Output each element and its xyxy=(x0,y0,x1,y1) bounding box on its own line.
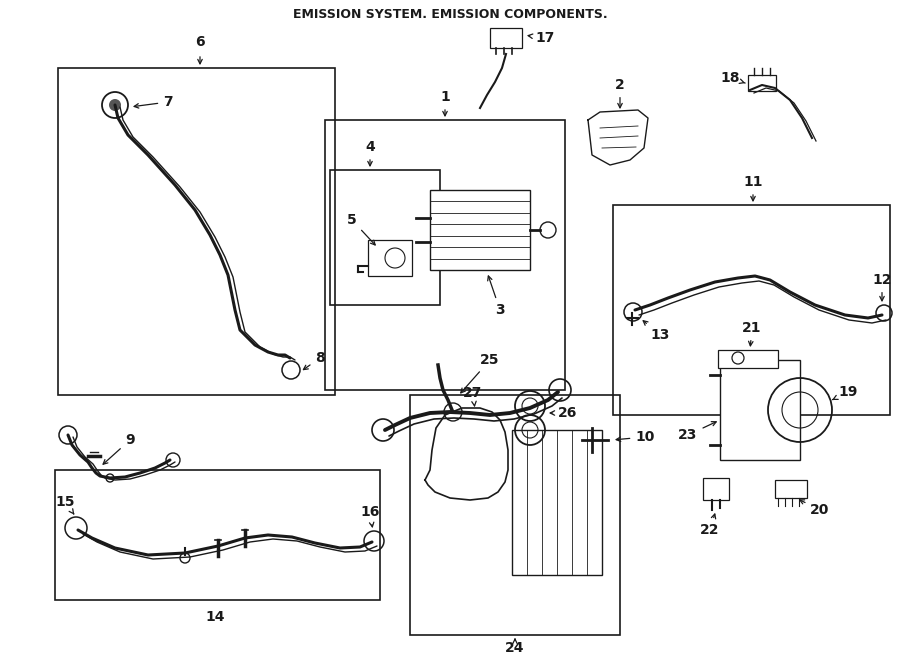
Bar xyxy=(55,470,380,600)
Bar xyxy=(330,170,440,305)
Text: 25: 25 xyxy=(461,353,500,393)
Text: 22: 22 xyxy=(700,514,720,537)
Text: 14: 14 xyxy=(205,610,225,624)
Text: 24: 24 xyxy=(505,641,525,655)
Bar xyxy=(718,350,778,368)
Text: 7: 7 xyxy=(134,95,173,109)
Text: 2: 2 xyxy=(615,78,625,108)
Text: 19: 19 xyxy=(832,385,858,400)
Bar xyxy=(582,432,596,448)
Text: 9: 9 xyxy=(104,433,135,464)
Text: 16: 16 xyxy=(360,505,380,527)
Bar xyxy=(720,360,800,460)
Text: 21: 21 xyxy=(742,321,761,346)
Text: 27: 27 xyxy=(464,386,482,406)
Text: 13: 13 xyxy=(644,321,670,342)
Text: 10: 10 xyxy=(616,430,654,444)
Bar xyxy=(512,430,602,575)
Bar xyxy=(410,395,620,635)
Bar xyxy=(325,120,565,390)
Text: 20: 20 xyxy=(800,500,830,517)
Bar xyxy=(430,190,530,270)
Bar xyxy=(748,75,776,91)
Text: 8: 8 xyxy=(303,351,325,369)
Bar xyxy=(490,28,522,48)
Text: 18: 18 xyxy=(720,71,745,85)
Text: 5: 5 xyxy=(347,213,375,245)
Text: 3: 3 xyxy=(488,276,505,317)
Text: 17: 17 xyxy=(528,31,554,45)
Text: 12: 12 xyxy=(872,273,892,301)
Text: 4: 4 xyxy=(365,140,375,154)
Circle shape xyxy=(109,99,121,111)
Text: EMISSION SYSTEM. EMISSION COMPONENTS.: EMISSION SYSTEM. EMISSION COMPONENTS. xyxy=(292,7,608,20)
Bar xyxy=(58,68,335,395)
Text: 23: 23 xyxy=(679,422,716,442)
Text: 11: 11 xyxy=(743,175,763,189)
Bar xyxy=(775,480,807,498)
Bar xyxy=(613,205,890,415)
Bar xyxy=(368,240,412,276)
Text: 15: 15 xyxy=(55,495,75,514)
Text: 1: 1 xyxy=(440,90,450,104)
Bar xyxy=(703,478,729,500)
Text: 26: 26 xyxy=(550,406,578,420)
Text: 6: 6 xyxy=(195,35,205,49)
